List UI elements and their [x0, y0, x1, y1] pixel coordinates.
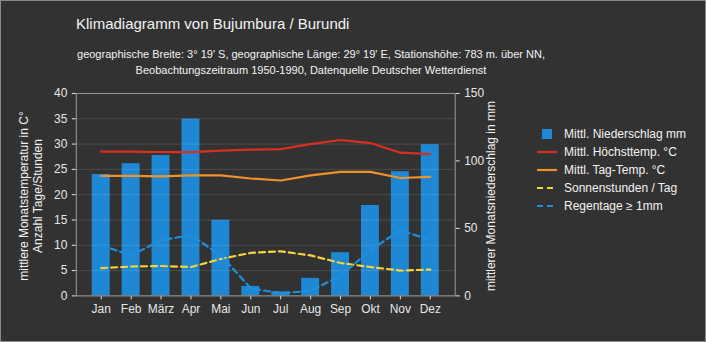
html-text:Regentage ≥ 1mm: Regentage ≥ 1mm — [564, 199, 663, 213]
svg-text:5: 5 — [61, 263, 68, 277]
svg-text:Jul: Jul — [273, 302, 288, 316]
svg-text:50: 50 — [464, 221, 478, 235]
html-text:geographische Breite: 3° 19' S: geographische Breite: 3° 19' S, geograph… — [77, 48, 545, 60]
svg-text:Sep: Sep — [330, 302, 352, 316]
svg-text:Aug: Aug — [300, 302, 321, 316]
svg-text:0: 0 — [61, 289, 68, 303]
html-text:Klimadiagramm von Bujumbura /: Klimadiagramm von Bujumbura / Burundi — [76, 15, 350, 32]
svg-text:30: 30 — [54, 137, 68, 151]
html-text:Sonnenstunden / Tag: Sonnenstunden / Tag — [564, 181, 678, 195]
svg-text:40: 40 — [54, 86, 68, 100]
svg-text:Mai: Mai — [211, 302, 230, 316]
html-text:mittlere Monatstemperatur in C: mittlere Monatstemperatur in C° — [17, 111, 31, 281]
svg-text:Jan: Jan — [92, 302, 111, 316]
svg-text:10: 10 — [54, 238, 68, 252]
html-text:Beobachtungszeitraum 1950-1990: Beobachtungszeitraum 1950-1990, Datenque… — [135, 64, 487, 76]
html-text:Mittl. Niederschlag mm: Mittl. Niederschlag mm — [564, 127, 686, 141]
svg-text:35: 35 — [54, 112, 68, 126]
svg-text:0: 0 — [464, 289, 471, 303]
svg-text:20: 20 — [54, 188, 68, 202]
svg-text:Nov: Nov — [390, 302, 411, 316]
svg-text:März: März — [148, 302, 175, 316]
html-text:Anzahl Tage/Stunden: Anzahl Tage/Stunden — [31, 139, 45, 253]
html-text:mittlerer Monatsniederschlag i: mittlerer Monatsniederschlag in mm — [484, 101, 498, 291]
html-text:Mittl. Tag-Temp. °C: Mittl. Tag-Temp. °C — [564, 163, 666, 177]
svg-text:Jun: Jun — [241, 302, 260, 316]
svg-text:100: 100 — [464, 154, 484, 168]
svg-text:150: 150 — [464, 86, 484, 100]
svg-text:25: 25 — [54, 162, 68, 176]
svg-text:Dez: Dez — [420, 302, 441, 316]
svg-text:Feb: Feb — [121, 302, 142, 316]
html-text:Mittl. Höchsttemp. °C: Mittl. Höchsttemp. °C — [564, 145, 677, 159]
svg-text:Apr: Apr — [182, 302, 201, 316]
svg-text:Okt: Okt — [361, 302, 380, 316]
svg-text:15: 15 — [54, 213, 68, 227]
